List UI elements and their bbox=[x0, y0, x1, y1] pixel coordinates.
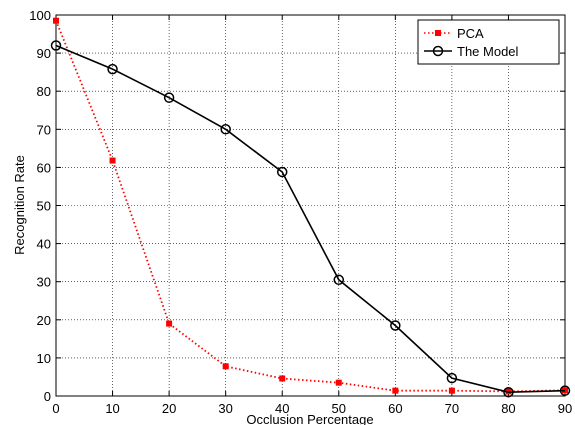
point-pca bbox=[392, 387, 399, 394]
point-the-model bbox=[503, 386, 514, 398]
y-tick-label: 80 bbox=[37, 84, 51, 99]
point-the-model bbox=[559, 385, 571, 396]
legend-box bbox=[417, 19, 560, 65]
point-the-model bbox=[276, 166, 288, 178]
series-line-the-model bbox=[55, 44, 566, 394]
legend-label-pca: PCA bbox=[457, 26, 484, 41]
x-tick-label: 80 bbox=[501, 401, 515, 416]
point-the-model bbox=[446, 372, 458, 384]
point-the-model bbox=[50, 40, 62, 51]
point-pca bbox=[166, 320, 173, 327]
y-tick-label: 10 bbox=[37, 351, 51, 366]
x-tick-label: 50 bbox=[332, 401, 346, 416]
y-axis-label: Recognition Rate bbox=[12, 155, 27, 255]
x-tick-label: 90 bbox=[558, 401, 572, 416]
y-tick-label: 100 bbox=[29, 8, 51, 23]
legend-label-model: The Model bbox=[457, 44, 519, 59]
x-tick-label: 10 bbox=[105, 401, 119, 416]
grid-lines bbox=[56, 15, 565, 396]
x-axis-label: Occlusion Percentage bbox=[246, 412, 373, 425]
legend-marker-pca bbox=[435, 30, 441, 36]
legend: PCA The Model bbox=[417, 19, 560, 65]
y-tick-label: 90 bbox=[37, 46, 51, 61]
point-pca bbox=[109, 157, 116, 164]
y-tick-label: 40 bbox=[37, 237, 51, 252]
point-pca bbox=[448, 387, 455, 394]
x-tick-label: 70 bbox=[445, 401, 459, 416]
point-the-model bbox=[107, 63, 118, 75]
point-the-model bbox=[333, 274, 345, 286]
point-pca bbox=[222, 363, 229, 370]
y-tick-label: 0 bbox=[44, 389, 51, 404]
x-tick-label: 0 bbox=[52, 401, 59, 416]
series-line-pca bbox=[55, 20, 566, 393]
x-tick-label: 30 bbox=[218, 401, 232, 416]
point-the-model bbox=[163, 92, 175, 103]
axis-ticks: 0 10 20 30 40 50 60 70 80 90 0 10 20 30 40 50 60 70 80 90 10… bbox=[29, 8, 572, 416]
point-pca bbox=[53, 17, 59, 24]
x-tick-label: 40 bbox=[275, 401, 289, 416]
x-tick-label: 60 bbox=[388, 401, 402, 416]
point-the-model bbox=[220, 124, 231, 135]
point-pca bbox=[279, 375, 286, 382]
y-tick-label: 20 bbox=[37, 313, 51, 328]
legend-marker-model bbox=[432, 45, 444, 57]
series-layer bbox=[50, 17, 571, 398]
y-tick-label: 30 bbox=[37, 275, 51, 290]
y-tick-label: 70 bbox=[37, 122, 51, 137]
point-pca bbox=[335, 379, 342, 386]
point-pca bbox=[562, 387, 568, 394]
y-tick-label: 50 bbox=[37, 199, 51, 214]
x-tick-label: 20 bbox=[162, 401, 176, 416]
y-tick-label: 60 bbox=[37, 160, 51, 175]
point-the-model bbox=[390, 320, 401, 331]
